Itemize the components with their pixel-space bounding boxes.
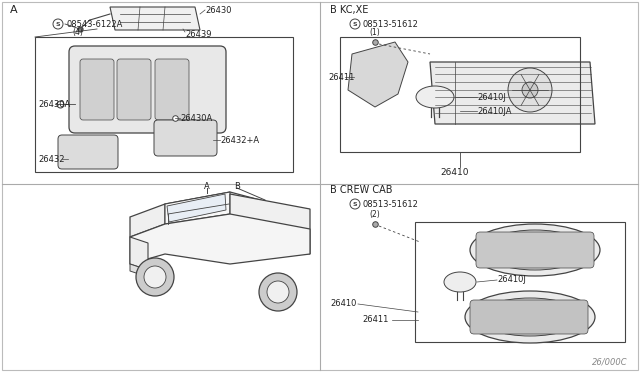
Text: 26430: 26430: [205, 6, 232, 15]
Text: A: A: [10, 5, 18, 15]
Text: 26410J: 26410J: [497, 276, 526, 285]
Text: B: B: [234, 182, 240, 190]
Text: 08513-51612: 08513-51612: [363, 199, 419, 208]
Text: 26410JA: 26410JA: [477, 106, 511, 115]
Text: 26410J: 26410J: [477, 93, 506, 102]
Polygon shape: [348, 42, 408, 107]
Text: 08513-51612: 08513-51612: [363, 19, 419, 29]
FancyBboxPatch shape: [476, 232, 594, 268]
Polygon shape: [130, 237, 148, 270]
Polygon shape: [165, 192, 275, 236]
Ellipse shape: [470, 224, 600, 276]
Ellipse shape: [444, 272, 476, 292]
Polygon shape: [130, 204, 165, 237]
Text: (4): (4): [72, 28, 83, 36]
Text: A: A: [204, 182, 210, 190]
Circle shape: [522, 82, 538, 98]
Text: B KC,XE: B KC,XE: [330, 5, 369, 15]
Circle shape: [508, 68, 552, 112]
FancyBboxPatch shape: [155, 59, 189, 120]
FancyBboxPatch shape: [154, 120, 217, 156]
Ellipse shape: [136, 258, 174, 296]
FancyBboxPatch shape: [117, 59, 151, 120]
Text: 26411: 26411: [362, 315, 388, 324]
Text: 26432+A: 26432+A: [220, 135, 259, 144]
FancyBboxPatch shape: [69, 46, 226, 133]
Polygon shape: [430, 62, 595, 124]
Ellipse shape: [483, 230, 588, 270]
Text: S: S: [353, 202, 357, 206]
Bar: [340, 37, 580, 152]
Text: 26430A: 26430A: [180, 113, 212, 122]
Polygon shape: [130, 214, 310, 264]
Text: 26411: 26411: [328, 73, 355, 81]
Text: (1): (1): [369, 28, 380, 36]
Bar: [35, 37, 293, 172]
Text: S: S: [353, 22, 357, 26]
Text: B CREW CAB: B CREW CAB: [330, 185, 392, 195]
Polygon shape: [165, 192, 230, 224]
Polygon shape: [230, 194, 310, 254]
FancyBboxPatch shape: [470, 300, 588, 334]
Polygon shape: [110, 7, 200, 30]
Ellipse shape: [465, 291, 595, 343]
Polygon shape: [167, 194, 226, 222]
Text: 26439: 26439: [185, 29, 211, 38]
Text: 26432: 26432: [38, 154, 65, 164]
Text: 26/000C: 26/000C: [593, 357, 628, 366]
Ellipse shape: [259, 273, 297, 311]
Text: 26410: 26410: [330, 299, 356, 308]
FancyBboxPatch shape: [58, 135, 118, 169]
Text: (2): (2): [369, 209, 380, 218]
Ellipse shape: [416, 86, 454, 108]
Ellipse shape: [267, 281, 289, 303]
Polygon shape: [130, 264, 148, 277]
Text: S: S: [56, 22, 60, 26]
Text: 08543-6122A: 08543-6122A: [66, 19, 122, 29]
Ellipse shape: [478, 298, 582, 336]
FancyBboxPatch shape: [80, 59, 114, 120]
Bar: [415, 222, 625, 342]
Ellipse shape: [144, 266, 166, 288]
Text: 26410: 26410: [440, 167, 468, 176]
Text: 26430A: 26430A: [38, 99, 70, 109]
